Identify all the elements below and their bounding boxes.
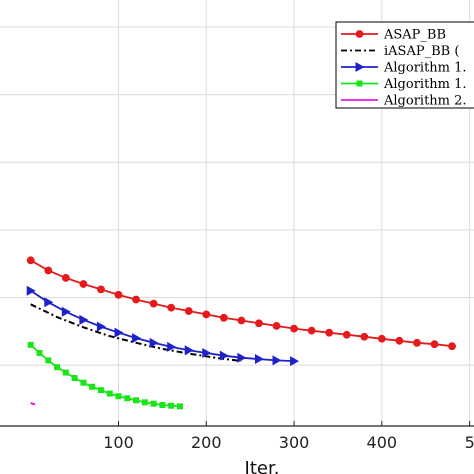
- data-point: [272, 322, 281, 330]
- data-point: [290, 324, 298, 333]
- data-point: [149, 299, 158, 308]
- data-point: [61, 274, 70, 282]
- data-point: [395, 336, 404, 345]
- legend-label: Algorithm 1.: [383, 77, 467, 92]
- data-point: [89, 383, 96, 390]
- series-line: [30, 290, 295, 362]
- data-point: [325, 328, 334, 337]
- data-point: [355, 62, 365, 72]
- data-point: [44, 266, 53, 275]
- data-point: [255, 319, 263, 328]
- x-tick-label: 5: [465, 433, 474, 452]
- series-3: [26, 285, 300, 367]
- data-point: [106, 390, 113, 397]
- data-point: [132, 333, 142, 344]
- data-point: [176, 403, 183, 410]
- series-5: [30, 402, 36, 406]
- data-point: [97, 285, 105, 294]
- data-point: [219, 350, 229, 361]
- legend-entry: Algorithm 1.: [341, 61, 467, 76]
- x-tick-label: 100: [103, 433, 134, 452]
- data-point: [149, 337, 159, 348]
- data-point: [114, 327, 124, 338]
- legend-entry: iASAP_BB (: [341, 44, 459, 59]
- data-point: [141, 399, 148, 406]
- x-tick-label: 400: [367, 433, 398, 452]
- data-point: [132, 295, 140, 304]
- data-point: [219, 313, 228, 322]
- data-point: [237, 316, 246, 325]
- data-point: [44, 297, 54, 308]
- series-line: [30, 402, 36, 406]
- data-point: [96, 321, 106, 332]
- data-point: [150, 400, 157, 407]
- x-tick-labels: 100 200 300 400 5: [103, 433, 474, 452]
- data-point: [356, 80, 363, 87]
- data-point: [377, 334, 386, 343]
- legend-entry: ASAP_BB: [341, 28, 446, 43]
- x-tick-label: 200: [191, 433, 222, 452]
- data-point: [54, 364, 61, 371]
- data-point: [61, 306, 71, 317]
- data-point: [62, 369, 69, 376]
- data-point: [168, 402, 175, 409]
- data-point: [133, 397, 140, 404]
- data-point: [290, 356, 300, 367]
- data-point: [27, 341, 34, 348]
- data-point: [167, 303, 176, 312]
- data-point: [167, 341, 177, 352]
- data-point: [79, 280, 88, 288]
- data-point: [360, 332, 369, 341]
- data-point: [26, 256, 35, 265]
- series-line: [30, 303, 242, 363]
- data-point: [237, 352, 247, 363]
- legend-label: Algorithm 2.: [383, 94, 467, 109]
- data-point: [184, 307, 193, 315]
- legend-entry: Algorithm 2.: [341, 94, 467, 109]
- data-point: [97, 387, 104, 394]
- data-point: [254, 354, 264, 365]
- data-point: [26, 285, 36, 296]
- data-point: [272, 355, 282, 366]
- data-point: [184, 345, 194, 356]
- axes: [0, 421, 474, 427]
- x-tick-label: 300: [279, 433, 310, 452]
- data-point: [79, 314, 89, 325]
- legend-label: iASAP_BB (: [384, 44, 459, 59]
- data-point: [36, 349, 43, 356]
- legend-entry: Algorithm 1.: [341, 77, 467, 92]
- data-point: [71, 374, 78, 381]
- data-point: [430, 340, 439, 349]
- series-layer: [26, 256, 456, 410]
- data-point: [159, 402, 166, 409]
- data-point: [307, 326, 316, 335]
- series-4: [27, 341, 183, 410]
- series-1: [26, 256, 456, 351]
- data-point: [413, 338, 421, 347]
- series-2: [30, 303, 242, 363]
- data-point: [124, 395, 131, 402]
- data-point: [114, 290, 123, 299]
- data-point: [45, 357, 52, 364]
- data-point: [448, 342, 456, 351]
- x-axis-label: Iter.: [245, 458, 280, 474]
- data-point: [115, 393, 122, 400]
- data-point: [342, 330, 351, 339]
- data-point: [80, 379, 87, 386]
- data-point: [202, 347, 212, 358]
- data-point: [202, 310, 211, 319]
- legend-label: ASAP_BB: [383, 28, 446, 43]
- legend-label: Algorithm 1.: [383, 61, 467, 76]
- data-point: [355, 30, 364, 38]
